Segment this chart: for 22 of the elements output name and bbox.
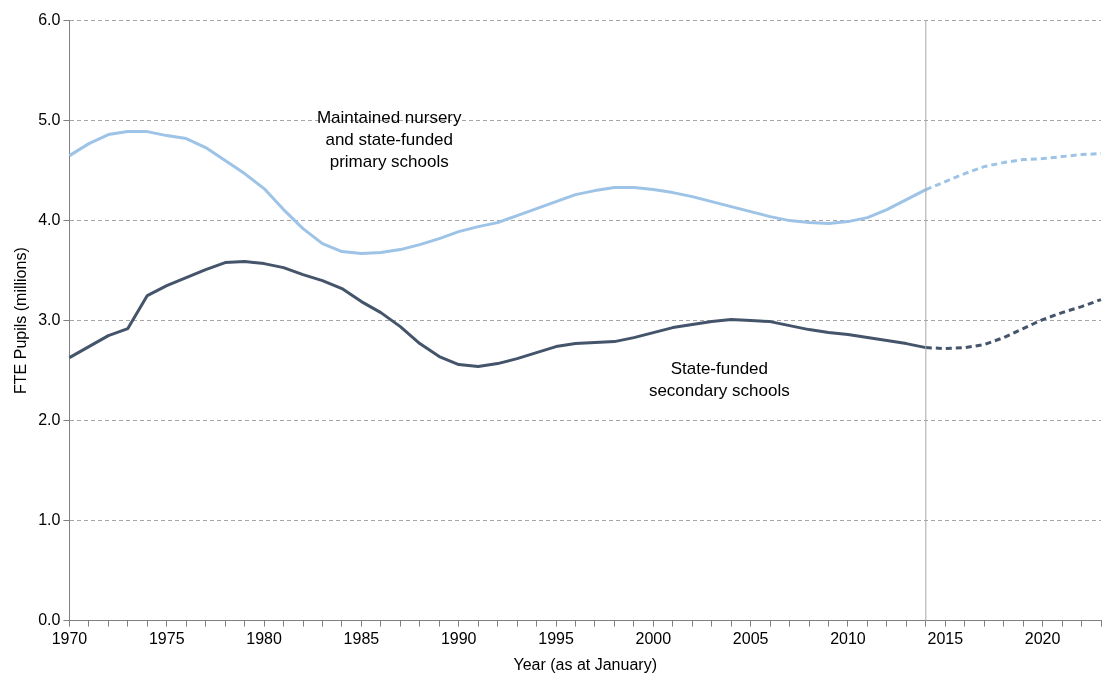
y-tick-label: 5.0: [38, 111, 61, 129]
x-tick-label: 1975: [148, 629, 185, 647]
x-axis-title: Year (as at January): [513, 655, 657, 673]
y-tick-label: 4.0: [38, 211, 61, 229]
x-tick-label: 2000: [635, 629, 672, 647]
x-tick-label: 1970: [51, 629, 88, 647]
x-tick-label: 2005: [732, 629, 769, 647]
annotation: Maintained nursery and state-funded primary schools: [316, 108, 463, 172]
y-tick-label: 3.0: [38, 311, 61, 329]
x-tick-label: 2020: [1024, 629, 1061, 647]
y-tick-label: 1.0: [38, 511, 61, 529]
x-tick-label: 2015: [927, 629, 964, 647]
x-tick-label: 1995: [538, 629, 574, 647]
y-tick-label: 6.0: [38, 11, 61, 29]
y-tick-label: 0.0: [38, 611, 61, 629]
x-tick-label: 1985: [343, 629, 380, 647]
x-tick-label: 1980: [246, 629, 282, 647]
x-tick-label: 2010: [830, 629, 866, 647]
annotation: State-funded secondary schools: [648, 359, 790, 401]
x-tick-label: 1990: [440, 629, 477, 647]
y-tick-label: 2.0: [38, 411, 61, 429]
y-axis-title: FTE Pupils (millions): [12, 247, 30, 394]
